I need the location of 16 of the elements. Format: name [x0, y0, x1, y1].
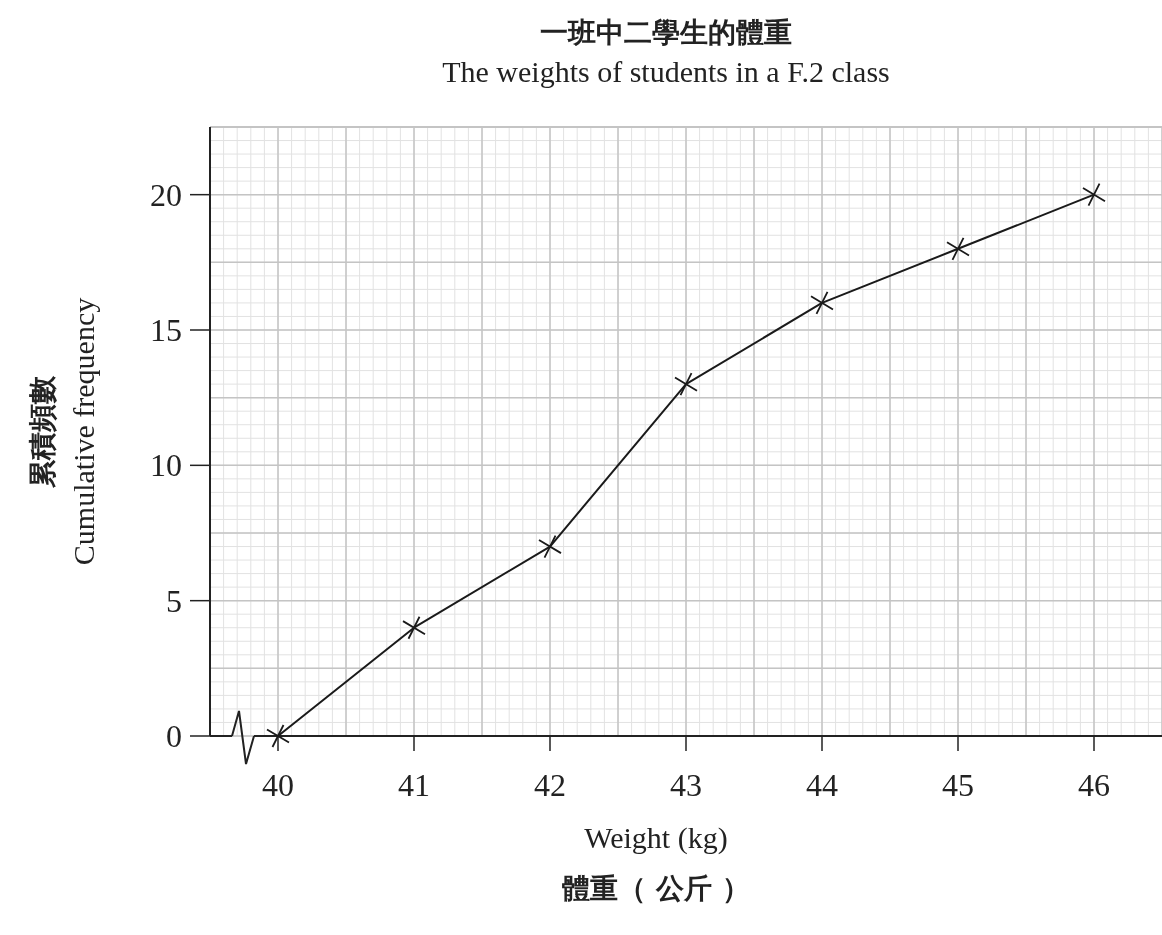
y-tick-label: 20: [150, 176, 182, 213]
x-tick-label: 46: [1078, 767, 1110, 803]
x-axis-title: Weight (kg) 體重（ 公斤 ）: [562, 821, 750, 905]
chart-title: 一班中二學生的體重: [540, 16, 792, 49]
x-tick-label: 42: [534, 767, 566, 803]
y-tick-label: 10: [150, 447, 182, 484]
x-tick-label: 41: [398, 767, 430, 803]
x-tick-label: 45: [942, 767, 974, 803]
y-axis-title: 累積頻數 Cumulative frequency: [26, 297, 100, 566]
x-tick-label: 44: [806, 767, 838, 803]
x-tick-label: 43: [670, 767, 702, 803]
x-tick-label: 40: [262, 767, 294, 803]
chart-subtitle: The weights of students in a F.2 class: [442, 55, 890, 88]
y-tick-label: 0: [166, 718, 182, 754]
y-tick-label: 15: [150, 312, 182, 348]
y-tick-label: 5: [166, 582, 182, 619]
